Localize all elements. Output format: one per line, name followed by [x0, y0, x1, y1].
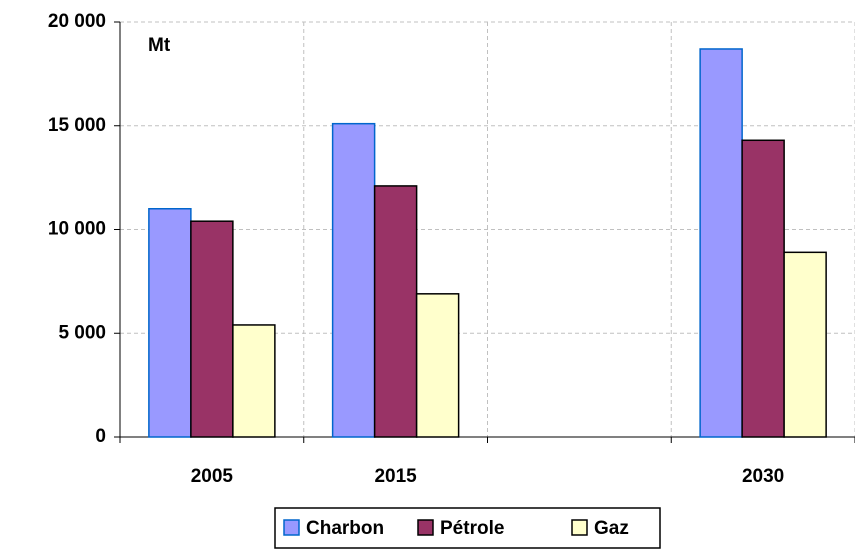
bar [232, 324, 276, 438]
y-axis-label: Mt [148, 35, 171, 56]
legend-label: Pétrole [440, 518, 504, 539]
bar [148, 208, 192, 438]
y-tick-label: 20 000 [48, 11, 106, 32]
y-tick-label: 0 [95, 426, 106, 447]
bar [415, 293, 460, 438]
x-tick-label: 2015 [374, 466, 417, 487]
bar [699, 48, 743, 438]
legend-swatch [417, 519, 434, 536]
bar [190, 220, 234, 438]
x-tick-label: 2005 [191, 466, 234, 487]
y-tick-label: 5 000 [58, 322, 106, 343]
y-tick-label: 10 000 [48, 219, 106, 240]
bar [783, 251, 827, 438]
x-tick-label: 2030 [742, 466, 784, 487]
legend-swatch [283, 519, 300, 536]
legend-swatch [571, 519, 588, 536]
legend-box [274, 507, 661, 549]
bar [331, 122, 376, 438]
y-tick-label: 15 000 [48, 115, 106, 136]
bar [741, 139, 785, 438]
bar [373, 185, 418, 438]
legend-label: Charbon [306, 518, 384, 539]
legend-label: Gaz [594, 518, 629, 539]
